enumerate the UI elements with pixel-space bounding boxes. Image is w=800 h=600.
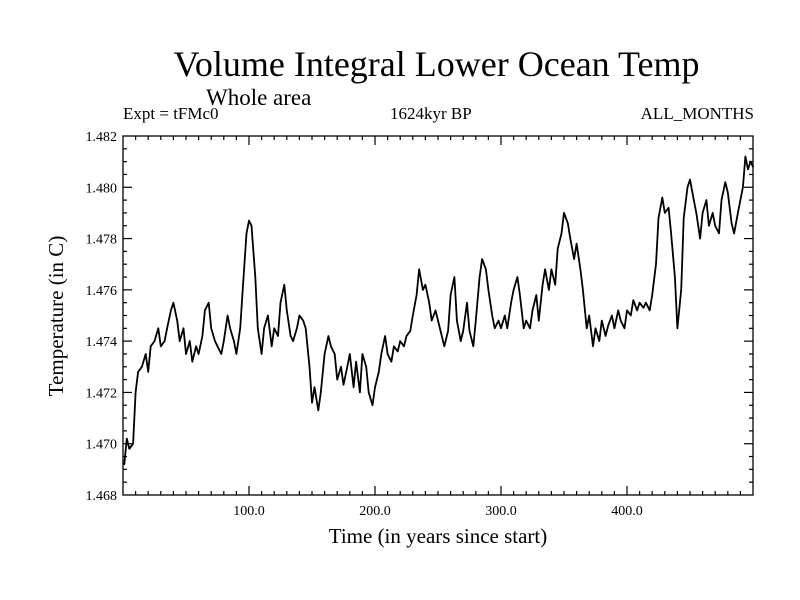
chart-title: Volume Integral Lower Ocean Temp xyxy=(173,44,700,84)
plot-frame xyxy=(122,135,754,496)
period-label: 1624kyr BP xyxy=(390,104,472,123)
y-tick-label: 1.468 xyxy=(86,489,118,504)
y-tick-label: 1.476 xyxy=(86,284,118,299)
x-tick-label: 400.0 xyxy=(611,504,643,519)
x-axis-title: Time (in years since start) xyxy=(328,524,548,548)
y-tick-label: 1.472 xyxy=(86,386,118,401)
axis-ticks xyxy=(123,136,753,495)
temperature-series-line xyxy=(123,155,754,466)
tick-labels: 100.0 200.0 300.0 400.0 1.468 1.470 1.472 1.474… xyxy=(86,130,643,519)
y-tick-label: 1.482 xyxy=(86,130,118,145)
y-tick-label: 1.478 xyxy=(86,233,118,248)
x-tick-label: 100.0 xyxy=(233,504,265,519)
y-tick-label: 1.470 xyxy=(86,438,118,453)
y-axis-title: Temperature (in C) xyxy=(44,235,68,397)
chart-subtitle: Whole area xyxy=(206,85,312,110)
experiment-label: Expt = tFMc0 xyxy=(123,104,219,123)
y-tick-label: 1.480 xyxy=(86,181,118,196)
months-label: ALL_MONTHS xyxy=(640,104,754,123)
x-tick-label: 200.0 xyxy=(359,504,391,519)
y-tick-label: 1.474 xyxy=(86,335,118,350)
x-tick-label: 300.0 xyxy=(485,504,517,519)
